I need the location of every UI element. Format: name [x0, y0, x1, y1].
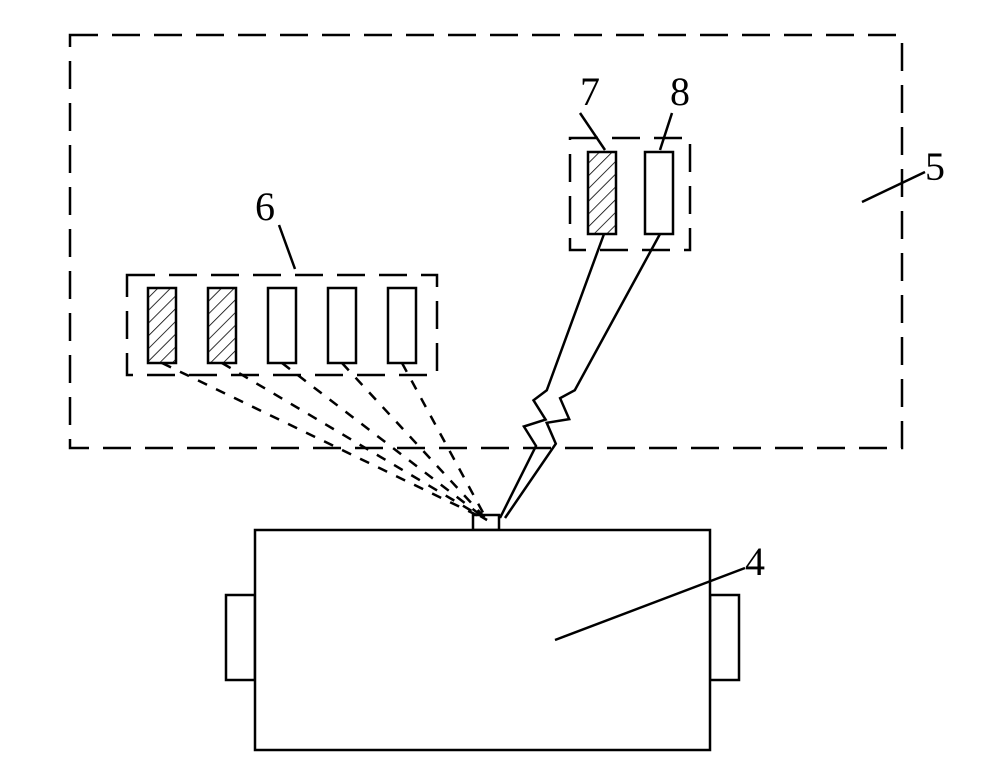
- group6-line-2: [282, 363, 487, 520]
- label-4: 4: [745, 539, 765, 584]
- label-6: 6: [255, 184, 275, 229]
- group-6-bar-2: [268, 288, 296, 363]
- group-6-bar-3: [328, 288, 356, 363]
- diagram-stage: 4 5 6 7 8: [0, 0, 1000, 767]
- box-4-left: [226, 595, 255, 680]
- group-6-bar-4: [388, 288, 416, 363]
- fuzzy-line-a: [500, 234, 604, 518]
- diagram-svg: 4 5 6 7 8: [0, 0, 1000, 767]
- group-78-bar-1: [645, 152, 673, 234]
- label-7: 7: [580, 69, 600, 114]
- box-5-dashed: [70, 35, 902, 448]
- box-4-top: [473, 515, 499, 530]
- group-6-bar-0: [148, 288, 176, 363]
- leader-L6: [279, 225, 295, 269]
- box-4-body: [255, 530, 710, 750]
- leader-L5: [862, 172, 925, 202]
- label-8: 8: [670, 69, 690, 114]
- box-4-right: [710, 595, 739, 680]
- group6-line-1: [222, 363, 487, 520]
- label-5: 5: [925, 144, 945, 189]
- leader-L7: [580, 113, 605, 150]
- leader-L8: [660, 113, 672, 150]
- group-78-bar-0: [588, 152, 616, 234]
- fuzzy-line-b: [505, 234, 660, 518]
- group6-line-0: [162, 363, 487, 520]
- group-6-bar-1: [208, 288, 236, 363]
